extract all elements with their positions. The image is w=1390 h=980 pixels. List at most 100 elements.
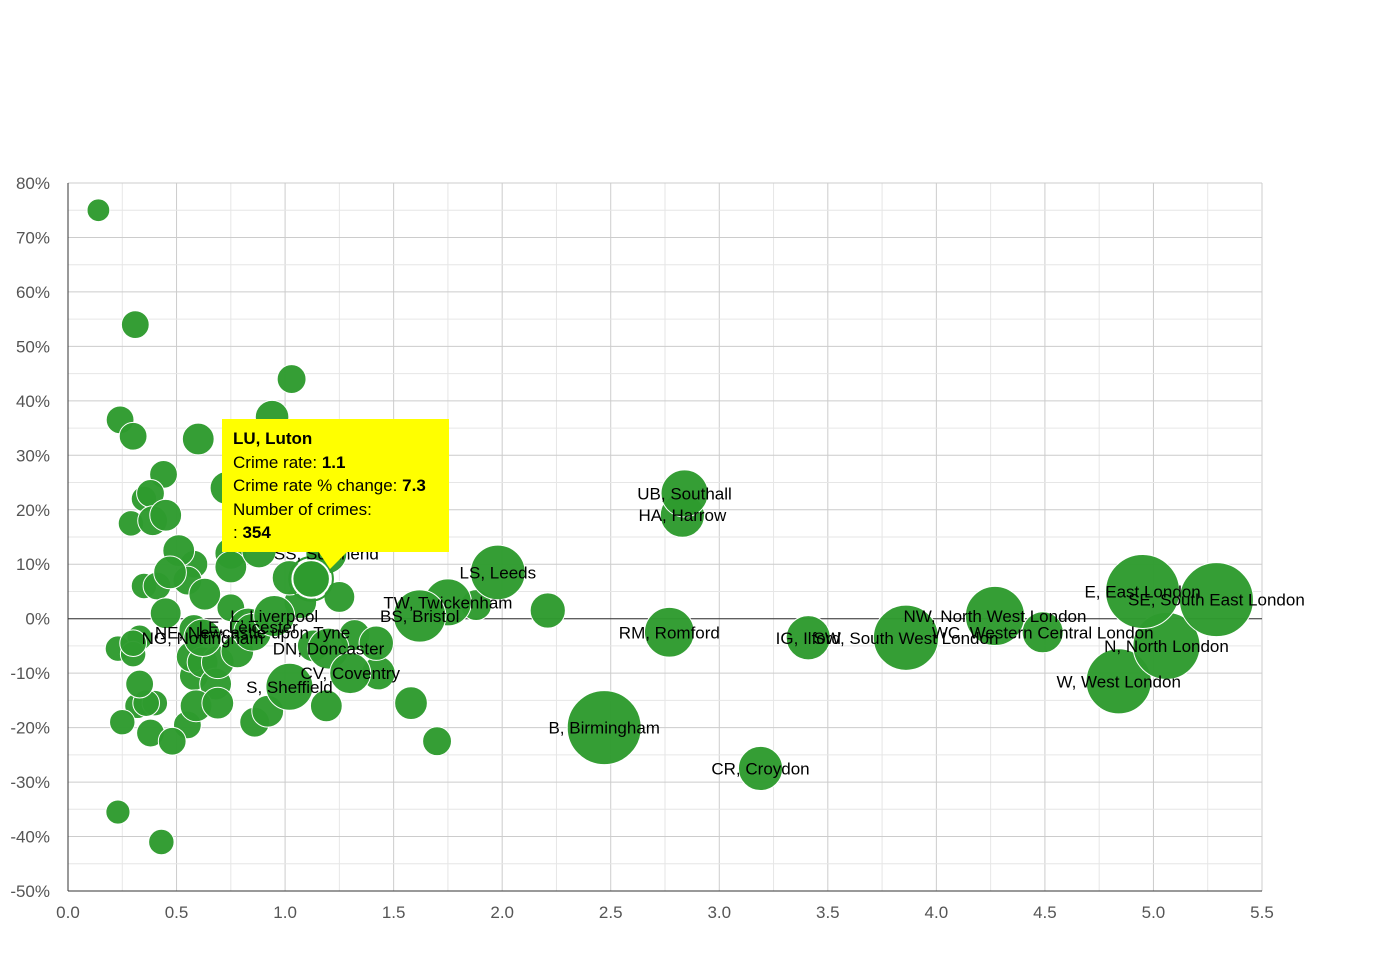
bubble[interactable]	[86, 198, 111, 223]
x-tick-label: 5.5	[1250, 903, 1274, 922]
tick-labels: 0.0 0.5 1.0 1.5 2.0 2.5 3.0 3.5 4.0 4.5 5.0 5.5 80% 7…	[10, 174, 1274, 922]
x-tick-label: 1.5	[382, 903, 406, 922]
y-tick-label: 30%	[16, 446, 50, 465]
bubble-ng[interactable]	[183, 618, 222, 658]
y-tick-label: 20%	[16, 501, 50, 520]
tooltip-title: LU, Luton	[233, 429, 313, 448]
tooltip: LU, Luton Crime rate: 1.1 Crime rate % c…	[222, 419, 449, 552]
x-tick-label: 3.5	[816, 903, 840, 922]
bubble-label: RM, Romford	[619, 623, 720, 642]
bubble[interactable]	[125, 669, 155, 699]
bubble-cv[interactable]	[329, 652, 372, 695]
y-tick-label: 70%	[16, 228, 50, 247]
bubble-label: NE, Newcastle upon Tyne	[155, 623, 350, 642]
bubble-label: W, West London	[1057, 672, 1181, 691]
bubble[interactable]	[109, 708, 136, 736]
bubble-label: L, Liverpool	[230, 607, 318, 626]
bubble-label: HA, Harrow	[638, 506, 727, 525]
tooltip-rate-value: 1.1	[321, 452, 346, 472]
bubble-rm[interactable]	[643, 606, 695, 658]
bubble-ig[interactable]	[785, 615, 831, 661]
bubble[interactable]	[358, 625, 394, 661]
bubble-ub[interactable]	[660, 469, 709, 518]
bubble[interactable]	[148, 828, 175, 856]
bubble-wc[interactable]	[1021, 611, 1064, 654]
bubble-label: SE, South East London	[1128, 591, 1305, 610]
bubble-b[interactable]	[566, 690, 642, 766]
y-tick-label: 50%	[16, 337, 50, 356]
bubble-sw[interactable]	[872, 604, 940, 671]
y-tick-label: -50%	[10, 882, 50, 901]
bubble-label: E, East London	[1084, 582, 1200, 601]
bubble-label: CV, Coventry	[300, 664, 400, 683]
y-tick-label: 10%	[16, 555, 50, 574]
x-tick-label: 1.0	[273, 903, 297, 922]
y-tick-label: -30%	[10, 773, 50, 792]
bubble-s[interactable]	[265, 662, 314, 711]
bubble-label: UB, Southall	[637, 484, 732, 503]
bubble[interactable]	[153, 555, 187, 590]
bubble[interactable]	[118, 421, 148, 451]
x-tick-label: 0.5	[165, 903, 189, 922]
y-tick-label: 80%	[16, 174, 50, 193]
bubble[interactable]	[214, 550, 248, 584]
tooltip-count-prefix: :	[233, 523, 238, 542]
bubble-label: SW, South West London	[814, 629, 999, 648]
bubble[interactable]	[105, 799, 131, 825]
bubble-nw[interactable]	[964, 585, 1026, 647]
x-tick-label: 5.0	[1142, 903, 1166, 922]
y-tick-label: 60%	[16, 283, 50, 302]
bubble[interactable]	[149, 597, 182, 630]
hovered-bubble[interactable]	[291, 559, 331, 599]
bubble-label: NW, North West London	[903, 607, 1086, 626]
bubble[interactable]	[181, 422, 215, 456]
x-tick-label: 2.5	[599, 903, 623, 922]
x-tick-label: 2.0	[490, 903, 514, 922]
bubble-e[interactable]	[1105, 553, 1181, 629]
bubble-label: S, Sheffield	[246, 678, 333, 697]
x-tick-label: 0.0	[56, 903, 80, 922]
bubble-ls[interactable]	[470, 544, 526, 601]
bubble[interactable]	[201, 686, 235, 720]
bubble[interactable]	[276, 364, 307, 394]
bubble[interactable]	[394, 686, 428, 720]
tooltip-pointer	[318, 551, 348, 569]
bubble-series	[86, 198, 1254, 856]
bubble[interactable]	[529, 592, 566, 629]
tooltip-change-value: 7.3	[402, 476, 426, 495]
bubble[interactable]	[422, 726, 452, 757]
y-tick-label: -10%	[10, 664, 50, 683]
bubble[interactable]	[120, 310, 150, 340]
tooltip-rate-label: Crime rate:	[233, 452, 318, 472]
x-tick-label: 4.5	[1033, 903, 1057, 922]
bubble-l[interactable]	[253, 594, 296, 637]
y-tick-label: 40%	[16, 392, 50, 411]
tooltip-change-label: Crime rate % change:	[233, 476, 398, 495]
bubble-w[interactable]	[1085, 648, 1152, 715]
bubble[interactable]	[149, 498, 183, 532]
hover-ring	[288, 556, 334, 602]
bubble-label: BS, Bristol	[380, 607, 459, 626]
bubble-label: B, Birmingham	[548, 719, 659, 738]
tooltip-count-value: 354	[242, 523, 271, 542]
bubble-labels: UB, Southall HA, Harrow LS, Leeds TW, Twick…	[142, 484, 1305, 778]
bubble-label: IG, Ilford	[776, 629, 841, 648]
tooltip-count-label: Number of crimes:	[233, 499, 372, 519]
bubble-label: DN, Doncaster	[273, 640, 385, 659]
x-tick-label: 3.0	[707, 903, 731, 922]
bubble-label: CR, Croydon	[711, 759, 809, 778]
y-tick-label: -20%	[10, 719, 50, 738]
bubble-label: NG, Nottingham	[142, 629, 264, 648]
bubble-cr[interactable]	[737, 745, 784, 792]
bubble[interactable]	[119, 629, 147, 658]
bubble-label: N, North London	[1104, 637, 1229, 656]
bubble-bs[interactable]	[393, 589, 447, 643]
bubble-se[interactable]	[1178, 562, 1254, 638]
bubble[interactable]	[309, 689, 343, 723]
bubble[interactable]	[157, 726, 187, 756]
y-tick-label: 0%	[25, 610, 50, 629]
bubble-label: LE, Leicester	[199, 618, 299, 637]
bubble-label: WC, Western Central London	[932, 623, 1154, 642]
bubble[interactable]	[188, 577, 222, 611]
